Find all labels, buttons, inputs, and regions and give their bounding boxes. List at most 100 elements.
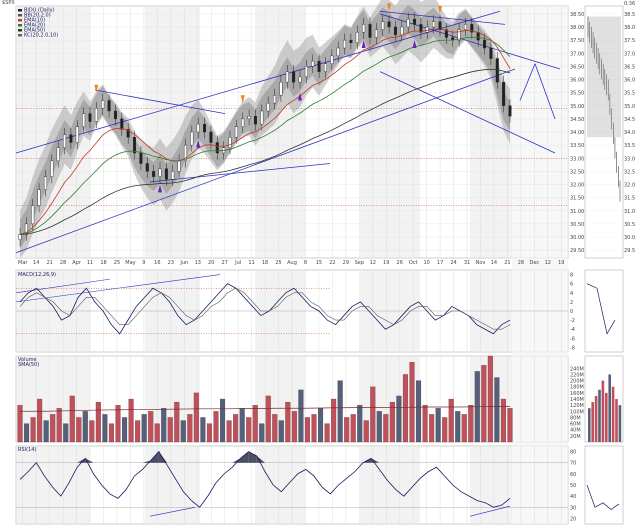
candle-body [400,26,404,36]
inset-tick-label: 36.5 [624,64,635,70]
price-tick-label: 38.50 [570,12,584,18]
volume-bar [298,389,304,443]
candle-body [152,171,156,177]
legend-swatch [18,19,22,22]
rsi-overbought-fill [256,456,265,463]
trend-line [15,68,516,254]
candle-body [273,95,277,104]
volume-bar [17,405,23,443]
candle-body [432,21,436,28]
inset-tick-label: 31.0 [624,209,635,215]
price-tick-label: 38.00 [570,25,584,31]
inset-volume-bar [618,405,622,442]
inset-volume-bar [591,402,594,442]
candle-body [241,118,245,127]
volume-bar [487,355,493,443]
x-axis-label: May [125,260,135,266]
top-scale-label: 0.36 [624,1,635,7]
volume-bar [291,411,297,443]
volume-tick-label: 40M [570,428,581,434]
volume-bar [311,414,317,443]
volume-bar [148,411,154,443]
volume-bar [402,374,409,443]
x-axis-label: 22 [329,260,335,266]
volume-sma-legend: SMA(50) [18,362,39,368]
ema50-line [19,68,511,235]
candle-body [406,18,410,28]
volume-bar [435,408,441,443]
x-axis-label: Sep [355,260,364,266]
x-axis-label: 18 [100,260,106,266]
candle-body [419,24,423,33]
price-tick-label: 29.50 [570,248,584,254]
legend-swatch [18,34,22,37]
macd-tick-label: 8 [570,273,573,279]
candle-body [50,160,54,177]
volume-bar [180,420,186,443]
candle-body [228,137,232,148]
volume-bar [206,423,213,443]
volume-bar [409,362,415,443]
trend-line [94,89,226,115]
macd-line [19,283,511,335]
volume-bar [200,417,206,443]
buy-signal-marker [298,92,302,101]
x-axis-label: 23 [168,260,174,266]
volume-bar [265,395,271,443]
rsi-divergence-line [469,505,511,517]
rsi-tick-label: 40 [570,494,576,500]
legend-entry: EMA(50) [24,28,45,34]
volume-bar [337,380,343,443]
inset-volume-bar [588,408,591,442]
price-tick-label: 36.50 [570,64,584,70]
candle-body [177,160,181,172]
volume-bar [193,392,199,443]
candle-body [260,110,264,125]
month-band [360,446,420,524]
candle-body [203,123,207,133]
rsi-overbought-fill [240,451,249,463]
volume-bar [507,408,513,443]
x-axis-label: 8 [304,260,307,266]
candle-body [31,205,35,225]
volume-bar [141,414,147,443]
x-axis-label: 21 [46,260,52,266]
inset-tick-label: 34.0 [624,130,635,136]
rsi-legend: RSI(14) [18,447,36,453]
x-axis-label: 19 [558,260,564,266]
candle-body [508,105,512,117]
inset-tick-label: 35.0 [624,104,635,110]
volume-bar [259,423,265,443]
price-tick-label: 31.00 [570,209,584,215]
inset-rsi-line [586,484,620,510]
rsi-tick-label: 50 [570,483,576,489]
volume-legend: Volume [18,357,37,363]
x-axis-label: 31 [464,260,470,266]
x-axis-label: 19 [383,260,389,266]
x-axis-label: 13 [195,260,201,266]
rsi-divergence-line [149,506,196,517]
x-axis-label: 17 [437,260,443,266]
candle-body [292,71,296,83]
candle-body [317,60,321,72]
candle-body [234,126,238,138]
legend-swatch [18,14,22,17]
x-axis-label: Aug [287,260,297,266]
volume-bar [324,423,330,443]
volume-bar [37,398,43,443]
keltner-channel [20,4,510,249]
volume-tick-label: 60M [570,422,581,428]
inset-tick-label: 30.5 [624,222,635,228]
candle-body [171,171,175,180]
candle-body [425,26,429,33]
volume-bar [135,420,141,443]
volume-tick-label: 240M [570,366,584,372]
candle-body [387,21,391,28]
volume-bar [154,423,160,443]
inset-tick-label: 32.5 [624,169,635,175]
macd-tick-label: 4 [570,291,573,297]
candle-body [311,60,315,67]
inset-volume-bar [605,392,608,442]
x-axis-label: 14 [491,260,497,266]
